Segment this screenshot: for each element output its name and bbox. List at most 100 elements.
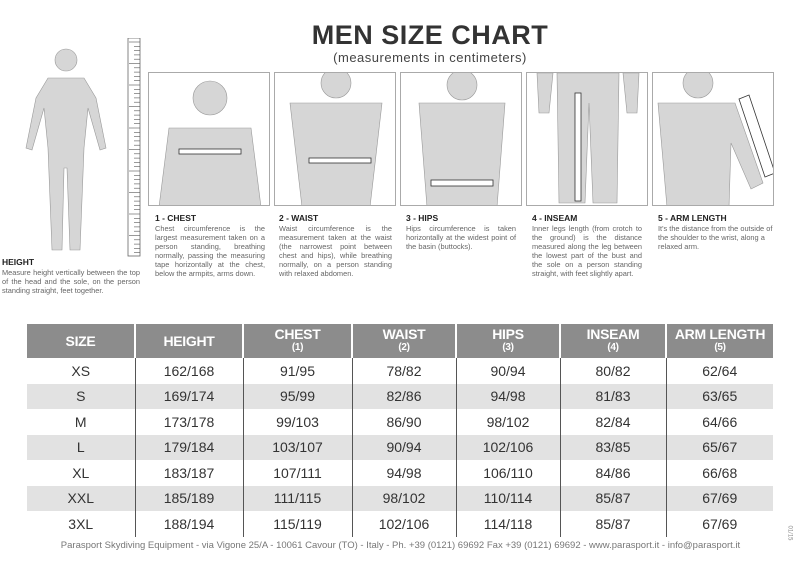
table-cell: 3XL (68, 515, 94, 532)
table-cell: 183/187 (134, 460, 243, 486)
table-cell: 111/115 (242, 485, 352, 511)
arm-length-illustration (652, 72, 774, 206)
waist-illustration (274, 72, 396, 206)
table-cell: 67/69 (665, 511, 773, 537)
column-header: HEIGHT (134, 324, 243, 358)
table-cell: 62/64 (665, 358, 773, 384)
table-cell: 115/119 (242, 511, 352, 537)
column-header: SIZE (27, 324, 135, 358)
waist-text: Waist circumference is the measurement t… (279, 224, 392, 278)
table-cell: 106/110 (455, 460, 560, 486)
column-header-ref: (4) (607, 342, 619, 353)
footer-contact: Parasport Skydiving Equipment - via Vigo… (60, 540, 741, 551)
table-cell: 63/65 (665, 383, 773, 409)
column-header-label: HEIGHT (163, 333, 215, 349)
height-description: HEIGHT Measure height vertically between … (2, 257, 140, 296)
table-cell: 98/102 (351, 485, 456, 511)
page-title: MEN SIZE CHART (311, 20, 549, 50)
column-header-label: WAIST (382, 326, 426, 342)
table-cell: 83/85 (559, 434, 666, 460)
table-cell: XL (72, 464, 90, 481)
column-header-ref: (1) (291, 342, 304, 353)
column-header-ref: (5) (714, 342, 726, 353)
size-table: SIZE HEIGHT CHEST (1) WAIST (2) HIPS (3) INSEAM(… (27, 324, 773, 537)
table-cell: 78/82 (351, 358, 456, 384)
table-cell: 85/87 (559, 511, 666, 537)
table-row: XXL 185/189 111/115 98/102 110/114 85/87 67/69 (27, 485, 773, 511)
hips-text: Hips circumference is taken horizontally… (406, 224, 516, 251)
table-cell: 114/118 (455, 511, 560, 537)
chest-illustration (148, 72, 270, 206)
table-cell: 84/86 (559, 460, 666, 486)
table-cell: 82/84 (559, 409, 666, 435)
table-header-row: SIZE HEIGHT CHEST (1) WAIST (2) HIPS (3) INSEAM(… (27, 324, 773, 358)
table-cell: 169/174 (134, 383, 243, 409)
table-row: S 169/174 95/99 82/86 94/98 81/83 63/65 (27, 383, 773, 409)
table-cell: 86/90 (351, 409, 456, 435)
height-figure-illustration (25, 38, 141, 257)
table-cell: 64/66 (665, 409, 773, 435)
column-header-label: SIZE (65, 333, 96, 349)
height-title: HEIGHT (2, 257, 35, 267)
table-cell: 90/94 (351, 434, 456, 460)
table-cell: 185/189 (134, 485, 243, 511)
table-cell: 98/102 (455, 409, 560, 435)
table-row: XS 162/168 91/95 78/82 90/94 80/82 62/64 (27, 358, 773, 384)
hips-illustration (400, 72, 522, 206)
table-cell: 173/178 (134, 409, 243, 435)
chest-description: 1 - CHEST Chest circumference is the larg… (155, 213, 265, 279)
column-header: INSEAM (4) (559, 324, 666, 358)
table-cell: 94/98 (351, 460, 456, 486)
page-subtitle: (measurements in centimeters) (333, 50, 527, 65)
table-cell: 107/111 (242, 460, 352, 486)
table-cell: 99/103 (242, 409, 352, 435)
column-header-ref: (3) (502, 342, 514, 353)
document-code: 01/15 (786, 525, 793, 541)
table-cell: 94/98 (455, 383, 560, 409)
table-cell: L (27, 434, 135, 460)
chest-title: 1 - CHEST (155, 213, 197, 223)
column-header: WAIST (2) (351, 324, 456, 358)
table-cell: 110/114 (455, 485, 560, 511)
height-text: Measure height vertically between the to… (2, 268, 140, 295)
column-header: CHEST (1) (242, 324, 352, 358)
inseam-text: Inner legs length (from crotch to the gr… (532, 224, 642, 278)
table-cell: 188/194 (134, 511, 243, 537)
table-row: 3XL 188/194 115/119 102/106 114/118 85/87 67/6… (27, 511, 773, 537)
table-cell: 103/107 (242, 434, 352, 460)
hips-description: 3 - HIPS Hips circumference is taken hori… (406, 214, 516, 252)
table-cell: 80/82 (559, 358, 666, 384)
table-cell: XXL (27, 485, 135, 511)
table-cell: 90/94 (455, 358, 560, 384)
waist-description: 2 - WAIST Waist circumference is the meas… (279, 214, 392, 279)
inseam-description: 4 - INSEAM Inner legs length (from crotch… (532, 213, 642, 279)
chest-text: Chest circumference is the largest measu… (155, 224, 265, 278)
arm-length-text: It's the distance from the outside of th… (658, 224, 773, 251)
column-header-label: INSEAM (586, 326, 640, 342)
table-cell: 102/106 (351, 511, 456, 537)
table-cell: 65/67 (665, 434, 773, 460)
column-header: ARM LENGTH (5) (665, 324, 773, 358)
column-header-ref: (2) (398, 342, 410, 353)
column-header: HIPS (3) (455, 324, 560, 358)
table-row: M 173/178 99/103 86/90 98/102 82/84 64/66 (27, 409, 773, 435)
table-cell: 102/106 (455, 434, 560, 460)
table-cell: 162/168 (134, 358, 243, 384)
table-cell: 179/184 (134, 434, 243, 460)
table-cell: 95/99 (242, 383, 352, 409)
table-cell: 67/69 (665, 485, 773, 511)
table-cell: 81/83 (559, 383, 666, 409)
table-row: L 179/184 103/107 90/94 102/106 83/85 65/67 (27, 434, 773, 460)
column-header-label: HIPS (492, 326, 524, 342)
arm-length-description: 5 - ARM LENGTH It's the distance from the… (658, 214, 774, 252)
inseam-illustration (526, 72, 648, 206)
inseam-title: 4 - INSEAM (532, 213, 578, 223)
table-cell: 82/86 (351, 383, 456, 409)
table-cell: XS (71, 362, 91, 379)
table-cell: 91/95 (242, 358, 352, 384)
table-row: XL 183/187 107/111 94/98 106/110 84/86 66/68 (27, 460, 773, 486)
table-cell: M (74, 413, 87, 430)
table-cell: 85/87 (559, 485, 666, 511)
table-cell: S (27, 383, 135, 409)
table-cell: 66/68 (665, 460, 773, 486)
